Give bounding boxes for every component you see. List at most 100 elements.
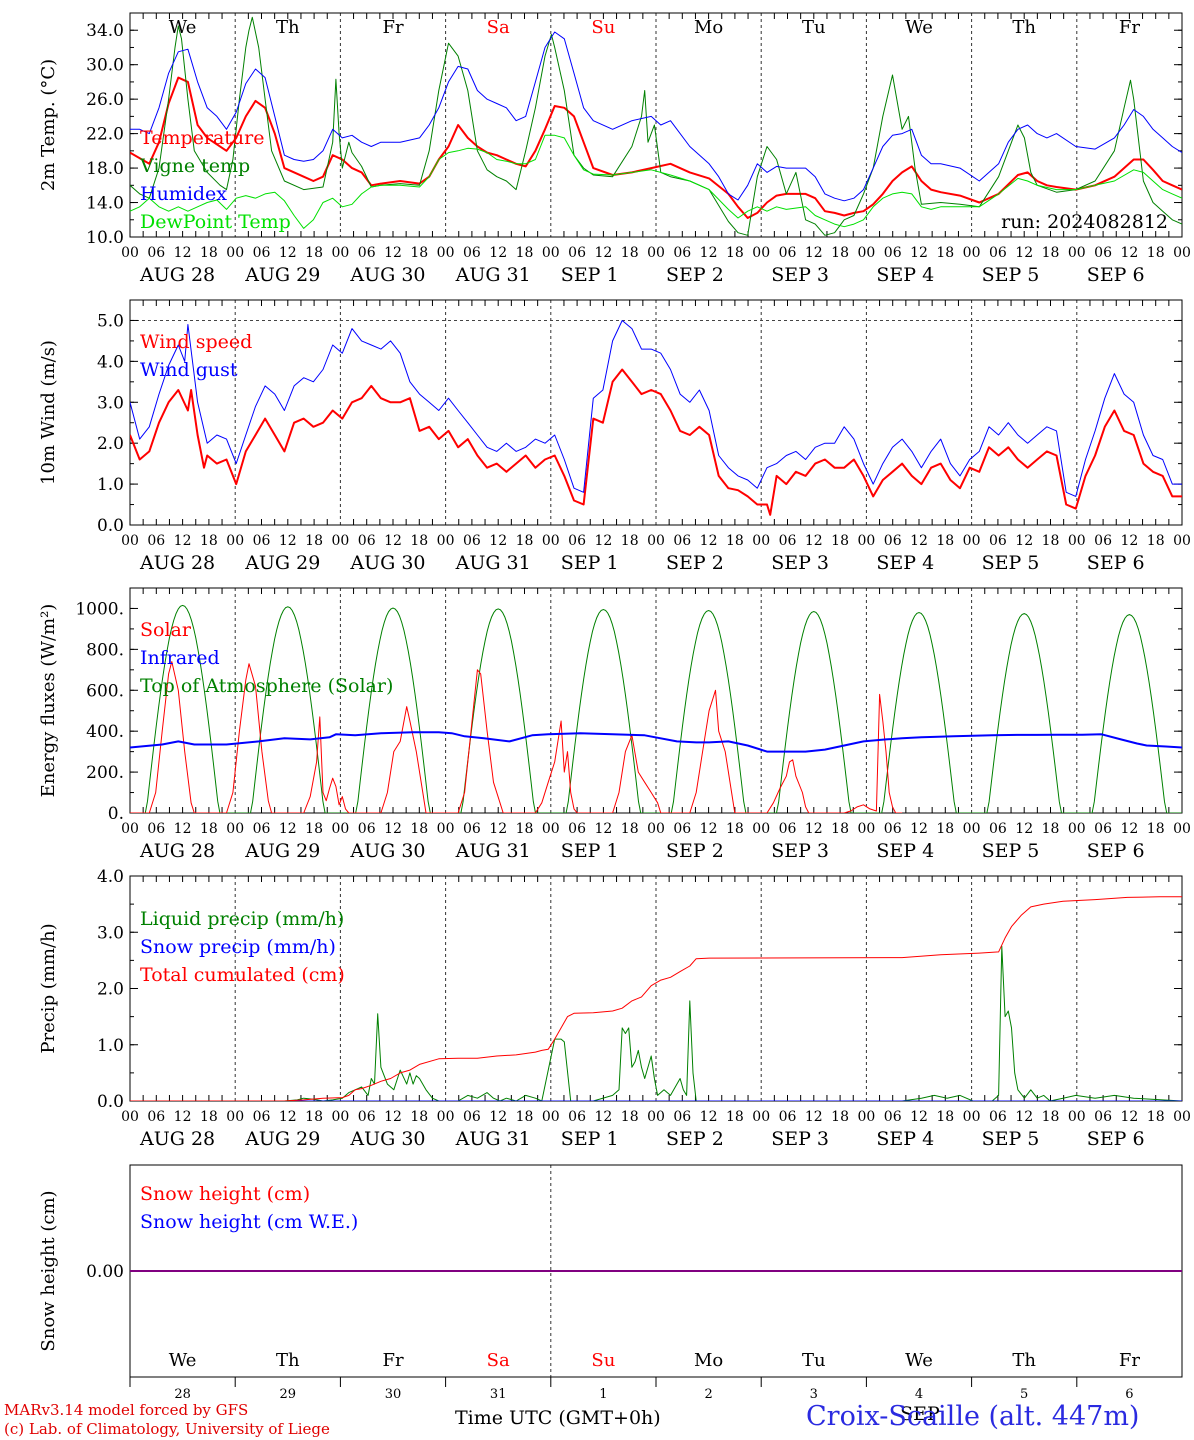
x-hour-label: 06: [463, 821, 481, 837]
x-hour-label: 06: [463, 533, 481, 549]
x-hour-label: 06: [463, 245, 481, 261]
x-hour-label: 18: [936, 1109, 954, 1125]
x-hour-label: 00: [1068, 1109, 1086, 1125]
y-tick-label: 1.0: [97, 475, 124, 495]
x-day-label: AUG 29: [244, 552, 320, 574]
x-hour-label: 06: [779, 1109, 797, 1125]
x-hour-label: 06: [884, 245, 902, 261]
x-day-label: SEP 5: [982, 552, 1040, 574]
day-number-label: 3: [810, 1387, 818, 1402]
day-number-label: 29: [280, 1387, 297, 1402]
x-hour-label: 06: [253, 821, 271, 837]
day-number-label: 30: [385, 1387, 402, 1402]
x-day-label: AUG 30: [349, 552, 425, 574]
weekday-label: Sa: [487, 17, 510, 38]
x-hour-label: 00: [647, 533, 665, 549]
x-hour-label: 06: [358, 533, 376, 549]
x-hour-label: 00: [752, 245, 770, 261]
x-hour-label: 06: [253, 533, 271, 549]
x-day-label: AUG 31: [455, 840, 531, 862]
x-hour-label: 00: [647, 245, 665, 261]
weekday-label: Mo: [694, 17, 723, 38]
y-axis-label: 2m Temp. (°C): [38, 59, 59, 191]
x-hour-label: 06: [779, 533, 797, 549]
legend-entry: Total cumulated (cm): [140, 964, 345, 986]
x-hour-label: 00: [331, 821, 349, 837]
x-hour-label: 12: [700, 245, 718, 261]
x-day-label: AUG 28: [139, 264, 215, 286]
y-axis-label: 10m Wind (m/s): [38, 340, 59, 485]
x-hour-label: 06: [989, 533, 1007, 549]
x-hour-label: 18: [621, 245, 639, 261]
x-hour-label: 12: [700, 1109, 718, 1125]
x-hour-label: 00: [1173, 245, 1191, 261]
series-line-3: [130, 896, 1182, 1101]
weekday-label: Fr: [382, 1350, 403, 1371]
x-hour-label: 12: [489, 1109, 507, 1125]
x-hour-label: 00: [437, 245, 455, 261]
x-hour-label: 00: [1068, 533, 1086, 549]
x-day-label: AUG 31: [455, 1128, 531, 1150]
x-day-label: SEP 2: [666, 552, 724, 574]
x-hour-label: 18: [1147, 245, 1165, 261]
x-hour-label: 18: [936, 533, 954, 549]
y-tick-label: 2.0: [97, 980, 124, 1000]
x-hour-label: 12: [489, 533, 507, 549]
x-hour-label: 12: [1015, 245, 1033, 261]
legend-entry: Wind speed: [140, 331, 252, 353]
weekday-label: Tu: [802, 1350, 826, 1371]
x-day-label: AUG 28: [139, 552, 215, 574]
x-hour-label: 18: [305, 245, 323, 261]
x-day-label: SEP 5: [982, 1128, 1040, 1150]
x-hour-label: 18: [621, 533, 639, 549]
x-hour-label: 00: [542, 245, 560, 261]
x-hour-label: 18: [516, 1109, 534, 1125]
day-number-label: 31: [490, 1387, 507, 1402]
x-day-label: SEP 5: [982, 264, 1040, 286]
x-hour-label: 12: [279, 533, 297, 549]
x-hour-label: 18: [1147, 533, 1165, 549]
x-hour-label: 06: [1094, 1109, 1112, 1125]
x-hour-label: 18: [726, 1109, 744, 1125]
legend-entry: Humidex: [140, 183, 227, 205]
x-hour-label: 12: [384, 821, 402, 837]
weekday-label: Fr: [382, 17, 403, 38]
legend-entry: Snow precip (mm/h): [140, 936, 336, 958]
weekday-label: Su: [591, 17, 615, 38]
x-day-label: AUG 30: [349, 264, 425, 286]
x-day-label: AUG 31: [455, 264, 531, 286]
x-hour-label: 12: [805, 821, 823, 837]
x-hour-label: 18: [410, 821, 428, 837]
x-day-label: AUG 30: [349, 1128, 425, 1150]
x-hour-label: 12: [1120, 1109, 1138, 1125]
y-tick-label: 2.0: [97, 434, 124, 454]
x-day-label: SEP 1: [561, 1128, 619, 1150]
month-label: SEP: [900, 1403, 940, 1425]
x-hour-label: 18: [831, 245, 849, 261]
x-hour-label: 00: [752, 821, 770, 837]
x-hour-label: 00: [437, 533, 455, 549]
x-hour-label: 06: [568, 533, 586, 549]
plot-frame: [129, 12, 1183, 238]
x-hour-label: 12: [805, 1109, 823, 1125]
x-hour-label: 06: [358, 245, 376, 261]
x-hour-label: 18: [726, 821, 744, 837]
x-hour-label: 06: [147, 533, 165, 549]
x-hour-label: 12: [279, 1109, 297, 1125]
x-day-label: SEP 4: [876, 264, 934, 286]
weekday-label: Sa: [487, 1350, 510, 1371]
x-hour-label: 18: [1147, 821, 1165, 837]
x-hour-label: 06: [673, 533, 691, 549]
x-hour-label: 12: [700, 821, 718, 837]
x-day-label: SEP 3: [771, 552, 829, 574]
x-day-label: SEP 2: [666, 1128, 724, 1150]
y-tick-label: 3.0: [97, 393, 124, 413]
x-hour-label: 18: [726, 245, 744, 261]
x-hour-label: 12: [1015, 533, 1033, 549]
x-day-label: AUG 30: [349, 840, 425, 862]
x-hour-label: 00: [226, 821, 244, 837]
y-axis-label: Snow height (cm): [38, 1190, 59, 1351]
x-hour-label: 06: [779, 821, 797, 837]
x-hour-label: 18: [200, 1109, 218, 1125]
